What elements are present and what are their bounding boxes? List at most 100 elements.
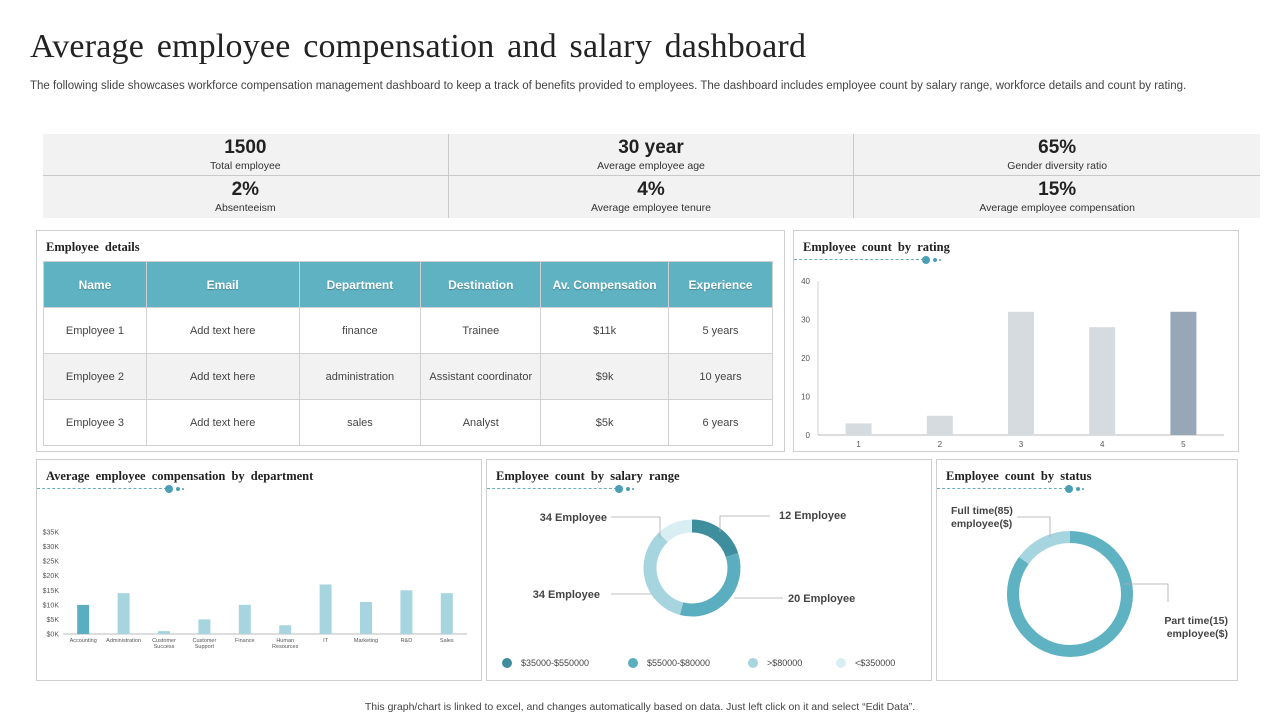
bar-department-3 — [158, 631, 170, 634]
legend-label: >$80000 — [767, 658, 802, 668]
bar-department-10 — [440, 593, 453, 634]
bar-rating-4 — [1089, 327, 1116, 435]
kpi-value: 1500 — [224, 136, 267, 158]
x-tick-label: Administration — [106, 638, 141, 644]
page-subtitle: The following slide showcases workforce … — [30, 80, 1187, 92]
table-cell: Analyst — [420, 399, 542, 446]
panel-title: Employee details — [46, 240, 140, 254]
legend-label: <$350000 — [855, 658, 895, 668]
y-tick-label: $20K — [43, 573, 60, 580]
table-cell: 6 years — [668, 399, 773, 446]
kpi-label: Average employee age — [597, 159, 705, 172]
table-cell: Employee 2 — [43, 353, 147, 400]
kpi-value: 65% — [1038, 136, 1077, 158]
employee-table: Name Email Department Destination Av. Co… — [43, 261, 773, 446]
legend-marker — [502, 658, 512, 668]
status-donut-chart: Full time(85) employee($) Part time(15) emp… — [951, 505, 1228, 657]
bar-department-5 — [238, 604, 251, 634]
column-header: Experience — [668, 261, 773, 308]
x-tick-label: 2 — [938, 440, 943, 449]
kpi-tenure: 4% Average employee tenure — [449, 176, 855, 218]
table-cell: Add text here — [145, 307, 300, 354]
x-tick-label: Accounting — [70, 638, 97, 644]
bar-department-8 — [360, 601, 372, 634]
table-cell: Assistant coordinator — [420, 353, 542, 400]
y-tick-label: 0 — [806, 431, 811, 440]
bar-department-7 — [319, 584, 332, 634]
bar-department-4 — [198, 619, 211, 634]
salary-slice-2 — [679, 553, 741, 617]
panel-title: Average employee compensation by departm… — [46, 469, 314, 483]
salary-donut-chart: 20 Employee 34 Employee 34 Employee 12 Empl… — [502, 510, 895, 668]
kpi-gender-diversity: 65% Gender diversity ratio — [854, 134, 1260, 176]
bar-department-2 — [117, 593, 130, 634]
table-cell: Employee 1 — [43, 307, 147, 354]
status-panel: Employee count by status Full time(85) em… — [936, 459, 1238, 681]
table-cell: $9k — [540, 353, 670, 400]
leader-line — [1123, 583, 1169, 602]
department-panel: Average employee compensation by departm… — [36, 459, 482, 681]
panel-title: Employee count by rating — [803, 240, 950, 254]
kpi-label: Absenteeism — [214, 202, 276, 214]
leader-line — [719, 515, 770, 532]
column-header: Department — [298, 261, 422, 308]
bar-rating-1 — [845, 423, 872, 435]
salary-slice-1 — [691, 519, 739, 558]
bar-department-9 — [400, 590, 413, 634]
table-cell: Employee 3 — [43, 399, 147, 446]
column-header: Email — [145, 261, 300, 308]
bar-department-1 — [77, 604, 90, 634]
y-tick-label: $0K — [47, 632, 60, 639]
legend-marker — [836, 658, 846, 668]
slice-label: 34 Employee — [533, 589, 600, 601]
column-header: Av. Compensation — [540, 261, 670, 308]
x-tick-label: IT — [323, 638, 329, 644]
kpi-value: 2% — [231, 179, 260, 200]
rating-bar-chart: 0 10 20 30 40 1 2 3 4 5 — [801, 277, 1224, 449]
employee-details-panel: Employee details Name Email Department D… — [36, 230, 785, 452]
y-tick-label: $30K — [43, 544, 60, 551]
title-divider — [937, 484, 1097, 494]
bar-rating-3 — [1008, 311, 1034, 435]
slice-label-full-time: Full time(85) employee($) — [951, 505, 1013, 530]
y-tick-label: 30 — [801, 316, 810, 325]
title-divider — [487, 484, 647, 494]
y-tick-label: $35K — [43, 530, 60, 537]
x-tick-label: 4 — [1100, 440, 1105, 449]
footer-note: This graph/chart is linked to excel, and… — [364, 701, 916, 713]
kpi-absenteeism: 2% Absenteeism — [43, 176, 449, 218]
x-tick-label: 3 — [1019, 440, 1024, 449]
table-row: Employee 1 Add text here finance Trainee… — [43, 307, 773, 354]
title-divider — [794, 255, 954, 265]
x-tick-label: Customer Support — [192, 638, 216, 650]
rating-panel: Employee count by rating 0 10 20 30 40 1 2 3 4 5 — [793, 230, 1239, 452]
table-cell: finance — [298, 307, 422, 354]
slice-label: 12 Employee — [779, 510, 846, 522]
title-divider — [37, 484, 197, 494]
table-cell: sales — [298, 399, 422, 446]
x-tick-label: Marketing — [354, 638, 378, 644]
table-header-row: Name Email Department Destination Av. Co… — [43, 261, 773, 308]
table-cell: Trainee — [420, 307, 542, 354]
column-header: Name — [43, 261, 147, 308]
table-cell: Add text here — [145, 353, 300, 400]
x-tick-label: Customer Success — [152, 638, 176, 650]
column-header: Destination — [420, 261, 542, 308]
bar-rating-2 — [926, 415, 953, 435]
kpi-label: Gender diversity ratio — [1007, 159, 1108, 172]
salary-slice-4 — [658, 519, 693, 543]
salary-slice-3 — [643, 532, 684, 615]
status-slice-2 — [1019, 531, 1071, 565]
x-tick-label: Human Resources — [272, 638, 299, 650]
y-tick-label: $25K — [43, 559, 60, 566]
legend-label: $35000-$550000 — [521, 658, 589, 668]
y-tick-label: 10 — [801, 393, 810, 402]
kpi-grid: 1500 Total employee 30 year Average empl… — [43, 134, 1260, 218]
table-cell: Add text here — [145, 399, 300, 446]
leader-line — [611, 516, 661, 538]
y-tick-label: $15K — [43, 588, 60, 595]
bar-rating-5 — [1170, 311, 1197, 435]
slice-label: 20 Employee — [788, 593, 855, 605]
table-cell: $11k — [540, 307, 670, 354]
x-tick-label: 1 — [856, 440, 861, 449]
